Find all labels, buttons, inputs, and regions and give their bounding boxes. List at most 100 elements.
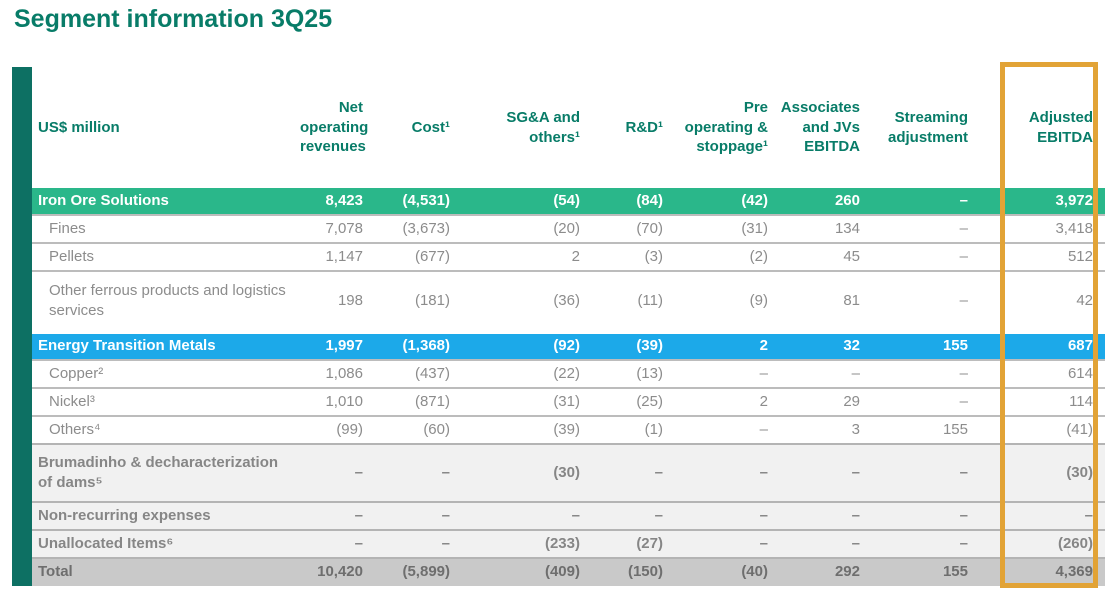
col-header-cost: Cost¹ [411,118,450,136]
row-label: Total [38,563,73,581]
cell-value: – [959,191,968,209]
cell-value: 4,369 [1055,563,1093,581]
cell-value: (39) [553,420,580,438]
row-label: Nickel³ [49,392,95,410]
cell-value: (42) [741,191,768,209]
row-pellets: Pellets 1,147 (677) 2 (3) (2) 45 – 512 [32,243,1105,271]
cell-value: (40) [741,563,768,581]
row-nickel: Nickel³ 1,010 (871) (31) (25) 2 29 – 114 [32,388,1105,416]
col-header-associates-jvs-ebitda: Associates and JVs EBITDA [780,99,860,156]
teal-accent-bar [12,67,32,586]
cell-value: – [959,506,968,524]
row-total: Total 10,420 (5,899) (409) (150) (40) 292 155 4,… [32,558,1105,586]
cell-value: (437) [414,364,450,382]
cell-value: – [759,463,768,481]
cell-value: (27) [636,534,663,552]
cell-value: – [354,506,363,524]
cell-value: 1,997 [325,337,363,355]
row-energy-transition-metals: Energy Transition Metals 1,997 (1,368) (92)… [32,332,1105,360]
cell-value: – [959,292,968,310]
cell-value: – [959,463,968,481]
cell-value: 29 [843,392,860,410]
cell-value: (41) [1066,420,1093,438]
col-header-pre-operating-stoppage: Pre operating & stoppage¹ [684,99,768,156]
cell-value: – [441,463,450,481]
row-label: Other ferrous products and logistics ser… [49,282,286,320]
cell-value: (11) [637,292,663,310]
cell-value: (2) [749,247,768,265]
cell-value: (31) [553,392,580,410]
cell-value: 2 [571,247,580,265]
cell-value: 687 [1067,337,1093,355]
cell-value: – [959,219,968,237]
cell-value: (30) [1066,463,1093,481]
cell-value: – [851,463,860,481]
cell-value: – [851,506,860,524]
col-header-net-operating-revenues: Net operating revenues [300,99,369,156]
row-copper: Copper² 1,086 (437) (22) (13) – – – 614 [32,360,1105,388]
cell-value: – [959,247,968,265]
cell-value: – [441,506,450,524]
cell-value: 114 [1069,392,1093,410]
row-label: Others⁴ [49,420,101,438]
cell-value: – [851,534,860,552]
cell-value: (233) [544,534,580,552]
cell-value: – [959,392,968,410]
cell-value: (1,368) [402,337,450,355]
row-label: Fines [49,219,86,237]
row-label: Brumadinho & decharacterization of dams⁵ [38,453,279,491]
cell-value: – [959,534,968,552]
header-row: US$ million Net operating revenues Cost¹… [32,67,1105,188]
row-brumadinho-decharacterization-of-dams: Brumadinho & decharacterization of dams⁵… [32,444,1105,502]
row-fines: Fines 7,078 (3,673) (20) (70) (31) 134 – 3,418 [32,215,1105,243]
unit-label: US$ million [38,118,120,136]
cell-value: (260) [1057,534,1093,552]
cell-value: (871) [414,392,450,410]
cell-value: (54) [553,191,580,209]
cell-value: (25) [636,392,663,410]
cell-value: 3 [851,420,860,438]
row-label: Energy Transition Metals [38,337,216,355]
cell-value: (181) [414,292,450,310]
cell-value: – [354,463,363,481]
cell-value: 32 [843,337,860,355]
cell-value: (70) [636,219,663,237]
cell-value: (30) [553,463,580,481]
row-other-ferrous-products-and-logistics-services: Other ferrous products and logistics ser… [32,271,1105,332]
cell-value: 1,147 [325,247,363,265]
cell-value: 155 [942,420,968,438]
cell-value: (4,531) [402,191,450,209]
cell-value: (409) [544,563,580,581]
cell-value: 7,078 [325,219,363,237]
row-others: Others⁴ (99) (60) (39) (1) – 3 155 (41) [32,416,1105,444]
cell-value: (3,673) [402,219,450,237]
page-title: Segment information 3Q25 [14,5,333,33]
cell-value: 260 [834,191,860,209]
cell-value: 1,010 [325,392,363,410]
cell-value: 198 [337,292,363,310]
cell-value: 45 [843,247,860,265]
cell-value: 155 [942,563,968,581]
row-label: Unallocated Items⁶ [38,534,174,552]
cell-value: (150) [627,563,663,581]
cell-value: 292 [834,563,860,581]
cell-value: (22) [553,364,580,382]
cell-value: – [759,420,768,438]
cell-value: 3,972 [1055,191,1093,209]
cell-value: (99) [336,420,363,438]
row-label: Pellets [49,247,95,265]
cell-value: (1) [644,420,663,438]
cell-value: 8,423 [325,191,363,209]
row-label: Iron Ore Solutions [38,191,169,209]
cell-value: 42 [1076,292,1093,310]
cell-value: (677) [414,247,450,265]
cell-value: 10,420 [317,563,363,581]
col-header-rd: R&D¹ [625,118,664,136]
col-header-sga-and-others: SG&A and others¹ [506,109,580,146]
cell-value: (3) [644,247,663,265]
cell-value: – [1084,506,1093,524]
cell-value: 512 [1067,247,1093,265]
cell-value: 134 [834,219,860,237]
cell-value: – [759,506,768,524]
row-label: Non-recurring expenses [38,506,211,524]
